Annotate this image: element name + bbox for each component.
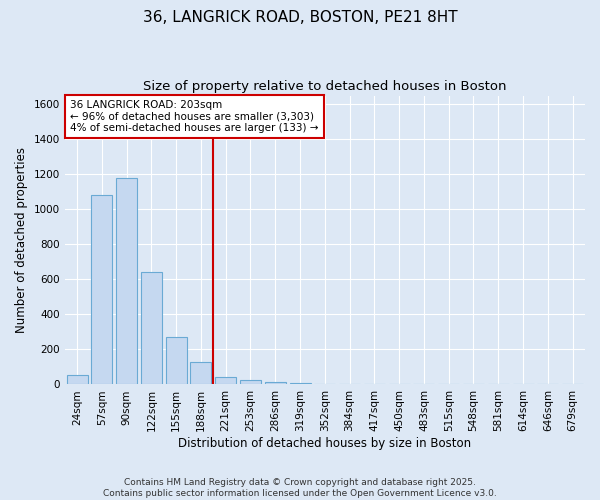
Text: Contains HM Land Registry data © Crown copyright and database right 2025.
Contai: Contains HM Land Registry data © Crown c… [103,478,497,498]
X-axis label: Distribution of detached houses by size in Boston: Distribution of detached houses by size … [178,437,472,450]
Bar [166,337,187,384]
Bar [190,362,211,384]
Bar [116,178,137,384]
Bar [215,376,236,384]
Bar [67,375,88,384]
Title: Size of property relative to detached houses in Boston: Size of property relative to detached ho… [143,80,506,93]
Bar [240,380,261,384]
Bar [290,382,311,384]
Bar [141,272,162,384]
Bar [265,382,286,384]
Y-axis label: Number of detached properties: Number of detached properties [15,147,28,333]
Bar [91,196,112,384]
Text: 36, LANGRICK ROAD, BOSTON, PE21 8HT: 36, LANGRICK ROAD, BOSTON, PE21 8HT [143,10,457,25]
Text: 36 LANGRICK ROAD: 203sqm
← 96% of detached houses are smaller (3,303)
4% of semi: 36 LANGRICK ROAD: 203sqm ← 96% of detach… [70,100,319,133]
